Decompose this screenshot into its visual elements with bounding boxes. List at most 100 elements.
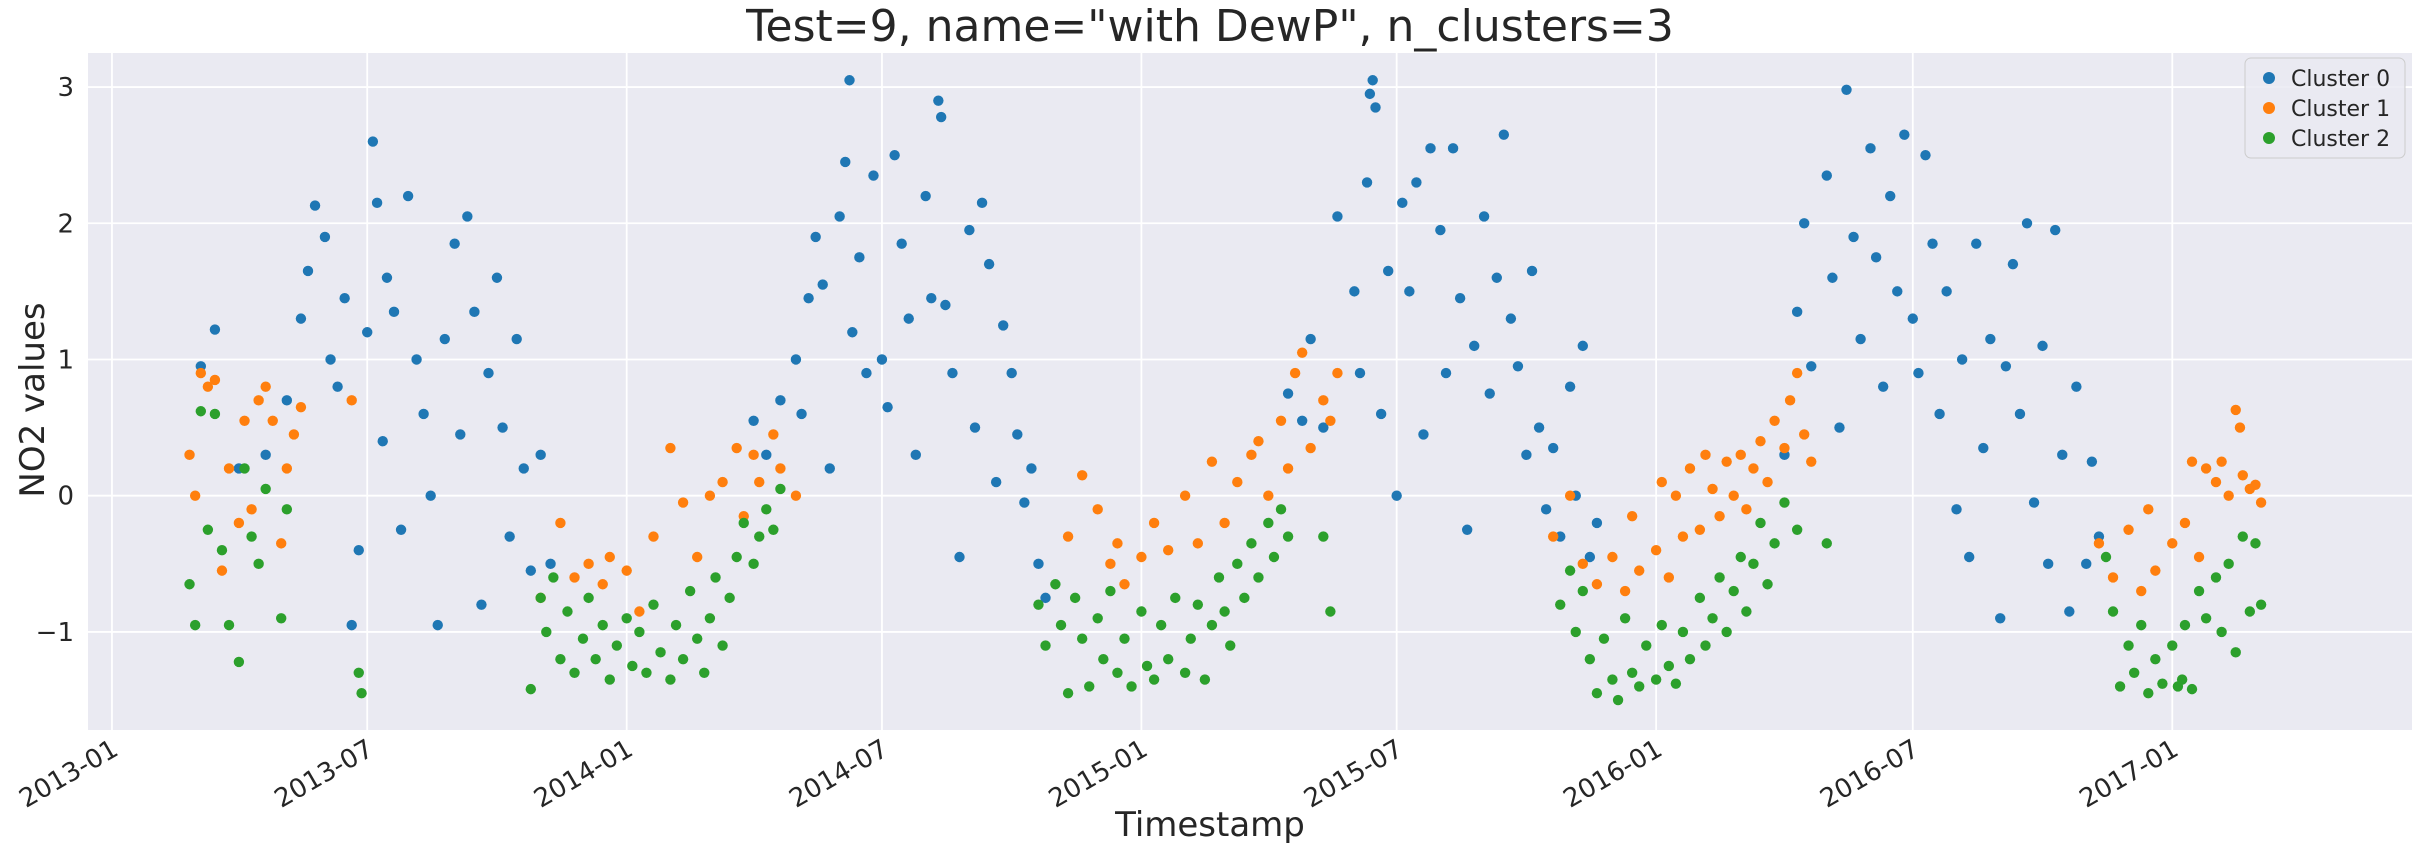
data-point <box>353 667 364 678</box>
data-point <box>2014 408 2026 420</box>
data-point <box>209 374 221 386</box>
data-point <box>1033 558 1044 570</box>
data-point <box>1877 381 1889 392</box>
data-point <box>2071 381 2082 392</box>
data-point <box>1155 619 1167 631</box>
data-point <box>1920 149 1931 161</box>
data-point <box>2167 640 2178 651</box>
x-tick-label: 2016-07 <box>1815 734 1924 814</box>
data-point <box>2179 517 2191 529</box>
data-point <box>1591 517 1603 529</box>
data-point <box>796 408 807 420</box>
data-point <box>395 524 407 535</box>
data-point <box>569 572 580 583</box>
data-point <box>1163 544 1174 556</box>
data-point <box>1577 585 1589 597</box>
data-point <box>483 367 494 379</box>
data-point <box>2021 218 2033 229</box>
data-point <box>1748 558 1759 570</box>
data-point <box>1268 551 1280 563</box>
data-point <box>1971 238 1982 249</box>
data-point <box>195 367 207 379</box>
data-point <box>1607 674 1618 685</box>
data-point <box>1927 238 1938 249</box>
data-point <box>621 613 632 624</box>
data-point <box>738 517 749 529</box>
data-point <box>1305 442 1316 454</box>
data-point <box>933 95 944 106</box>
data-point <box>184 449 195 461</box>
data-point <box>511 333 522 345</box>
data-point <box>1584 653 1596 665</box>
data-point <box>1570 626 1581 638</box>
data-point <box>2028 497 2040 508</box>
data-point <box>346 619 357 631</box>
data-point <box>2200 613 2212 624</box>
data-point <box>2042 558 2054 570</box>
data-point <box>761 504 772 515</box>
data-point <box>1598 633 1610 644</box>
data-point <box>1564 381 1576 392</box>
data-point <box>1375 408 1387 420</box>
data-point <box>1219 517 1230 529</box>
data-point <box>2167 538 2178 549</box>
data-point <box>868 170 879 181</box>
data-point <box>1478 211 1490 222</box>
data-point <box>432 619 443 631</box>
data-point <box>1325 415 1336 426</box>
data-point <box>684 585 696 597</box>
data-point <box>535 592 546 604</box>
data-point <box>648 599 659 610</box>
data-point <box>2250 538 2261 549</box>
data-point <box>1694 592 1706 604</box>
data-point <box>548 572 559 583</box>
data-point <box>1663 572 1675 583</box>
data-point <box>1555 599 1566 610</box>
data-point <box>1370 102 1381 113</box>
data-point <box>1641 640 1652 651</box>
data-point <box>1026 463 1037 474</box>
data-point <box>876 354 888 365</box>
data-point <box>1547 442 1559 454</box>
data-point <box>1055 619 1067 631</box>
legend-box <box>2244 57 2406 159</box>
data-point <box>665 674 676 685</box>
data-point <box>983 258 995 270</box>
data-point <box>834 211 845 222</box>
data-point <box>1577 340 1589 352</box>
data-point <box>1741 504 1752 515</box>
data-point <box>882 401 893 413</box>
data-point <box>1934 408 1945 420</box>
data-point <box>1148 517 1160 529</box>
data-point <box>425 490 436 501</box>
data-point <box>1656 619 1667 631</box>
data-point <box>1275 415 1287 426</box>
data-point <box>1612 694 1624 706</box>
data-point <box>775 463 786 474</box>
data-point <box>1779 497 1790 508</box>
x-tick-label: 2014-01 <box>529 734 638 814</box>
data-point <box>761 449 772 461</box>
data-point <box>1707 483 1718 495</box>
data-point <box>1332 211 1343 222</box>
data-point <box>748 415 759 426</box>
data-point <box>281 395 293 406</box>
data-point <box>910 449 921 461</box>
data-point <box>1006 367 1017 379</box>
data-point <box>1126 681 1137 692</box>
data-point <box>1318 531 1329 542</box>
data-point <box>2216 626 2227 638</box>
data-point <box>1069 592 1081 604</box>
data-point <box>670 619 682 631</box>
data-point <box>1367 75 1378 86</box>
chart-title: Test=9, name="with DewP", n_clusters=3 <box>745 1 1674 52</box>
data-point <box>1263 490 1274 501</box>
data-point <box>1364 88 1376 100</box>
data-point <box>1956 354 1968 365</box>
data-point <box>1040 640 1051 651</box>
data-point <box>535 449 546 461</box>
data-point <box>2179 619 2191 631</box>
data-point <box>583 558 594 570</box>
data-point <box>861 367 872 379</box>
data-point <box>1700 640 1711 651</box>
